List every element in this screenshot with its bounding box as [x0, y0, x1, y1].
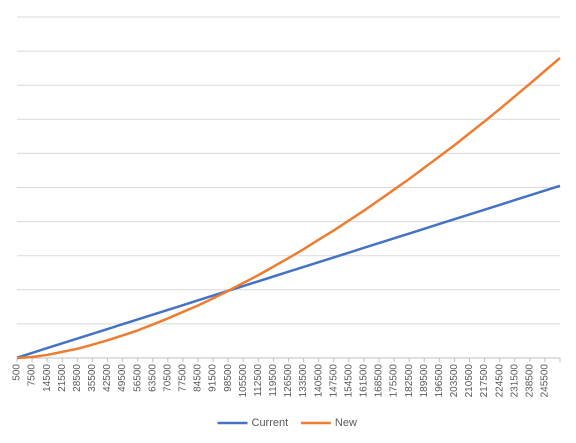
- x-tick-label: 77500: [178, 364, 189, 392]
- x-tick-label: 231500: [509, 364, 520, 398]
- x-tick-label: 224500: [494, 364, 505, 398]
- x-tick-label: 210500: [464, 364, 475, 398]
- series-line: [16, 184, 561, 359]
- x-tick-label: 182500: [404, 364, 415, 398]
- x-tick-label: 217500: [479, 364, 490, 398]
- x-tick-label: 196500: [434, 364, 445, 398]
- x-tick-label: 119500: [268, 364, 279, 397]
- x-tick-label: 21500: [57, 364, 68, 392]
- x-tick-label: 35500: [87, 364, 98, 392]
- x-tick-label: 154500: [343, 364, 354, 398]
- legend-text: New: [335, 417, 357, 429]
- x-tick-label: 500: [12, 364, 23, 381]
- legend-text: Current: [252, 417, 289, 429]
- x-tick-label: 56500: [132, 364, 143, 392]
- x-tick-label: 133500: [298, 364, 309, 398]
- x-tick-label: 28500: [72, 364, 83, 392]
- x-tick-label: 140500: [313, 364, 324, 398]
- x-tick-label: 238500: [524, 364, 535, 398]
- x-tick-label: 84500: [193, 364, 204, 392]
- x-tick-label: 203500: [449, 364, 460, 398]
- x-tick-label: 189500: [419, 364, 430, 398]
- x-tick-label: 245500: [540, 364, 551, 398]
- x-tick-label: 70500: [162, 364, 173, 392]
- x-tick-label: 161500: [359, 364, 370, 398]
- x-tick-label: 63500: [147, 364, 158, 392]
- x-tick-label: 112500: [253, 364, 264, 397]
- x-tick-label: 147500: [328, 364, 339, 398]
- x-tick-label: 175500: [389, 364, 400, 398]
- x-tick-label: 98500: [223, 364, 234, 392]
- x-tick-label: 91500: [208, 364, 219, 392]
- x-tick-label: 126500: [283, 364, 294, 398]
- x-tick-label: 168500: [374, 364, 385, 398]
- x-tick-label: 105500: [238, 364, 249, 398]
- series-line: [16, 56, 561, 360]
- x-tick-label: 14500: [42, 364, 53, 392]
- x-tick-label: 42500: [102, 364, 113, 392]
- x-tick-label: 7500: [27, 364, 38, 387]
- x-tick-label: 49500: [117, 364, 128, 392]
